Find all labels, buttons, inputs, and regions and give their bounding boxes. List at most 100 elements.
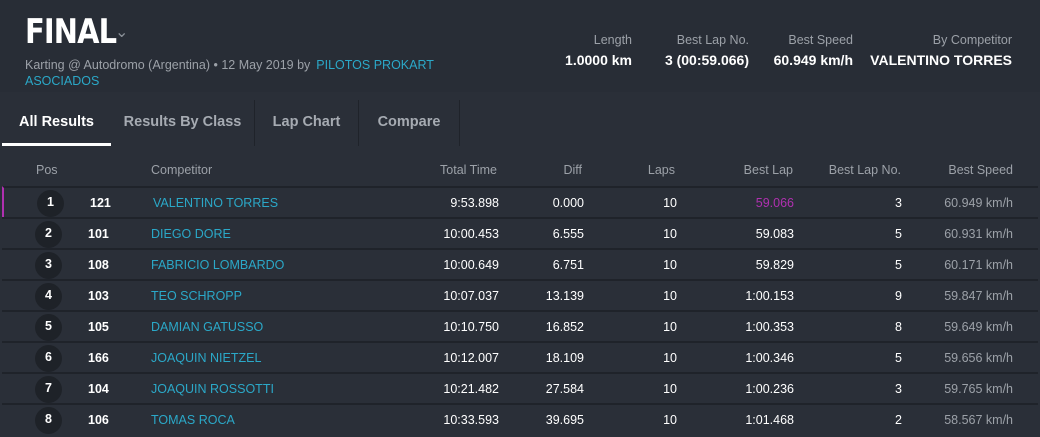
table-row[interactable]: 1 121 VALENTINO TORRES 9:53.898 0.000 10… [2, 186, 1038, 217]
col-diff[interactable]: Diff [563, 163, 582, 177]
stat-label: Best Lap No. [676, 33, 749, 47]
tab-all-results[interactable]: All Results [2, 100, 111, 146]
competitor-link[interactable]: JOAQUIN NIETZEL [151, 351, 262, 365]
laps: 10 [663, 258, 677, 272]
best-lap-no: 5 [895, 351, 902, 365]
stat-best-lap: Best Lap No. 3 (00:59.066) [665, 33, 749, 68]
best-lap: 59.829 [755, 258, 794, 272]
stat-best-speed: Best Speed 60.949 km/h [774, 33, 853, 68]
organizer-link[interactable]: PILOTOS PROKART ASOCIADOS [25, 58, 434, 88]
best-speed: 58.567 km/h [944, 413, 1013, 427]
total-time: 10:10.750 [443, 320, 499, 334]
competitor-link[interactable]: TOMAS ROCA [151, 413, 235, 427]
diff: 27.584 [545, 382, 584, 396]
laps: 10 [663, 196, 677, 210]
col-laps[interactable]: Laps [647, 163, 675, 177]
best-speed: 60.949 km/h [944, 196, 1013, 210]
col-pos[interactable]: Pos [36, 163, 58, 177]
best-lap: 1:00.153 [745, 289, 794, 303]
best-lap: 1:00.353 [745, 320, 794, 334]
stat-value: 60.949 km/h [773, 52, 853, 68]
diff: 6.751 [552, 258, 584, 272]
event-subtitle: Karting @ Autodromo (Argentina) • 12 May… [25, 57, 465, 89]
best-speed: 59.649 km/h [944, 320, 1013, 334]
total-time: 9:53.898 [450, 196, 499, 210]
tab-bar: All Results Results By Class Lap Chart C… [0, 100, 1040, 146]
event-header: FINAL ⌄ Karting @ Autodromo (Argentina) … [0, 0, 1040, 92]
best-lap-no: 5 [895, 258, 902, 272]
event-info: Karting @ Autodromo (Argentina) • 12 May… [25, 58, 311, 72]
col-best-lap-no[interactable]: Best Lap No. [828, 163, 901, 177]
position-badge: 7 [35, 376, 62, 403]
best-lap-no: 9 [895, 289, 902, 303]
best-lap: 1:00.236 [745, 382, 794, 396]
best-speed: 59.656 km/h [944, 351, 1013, 365]
stat-label: Best Speed [788, 33, 853, 47]
table-header: Pos Competitor Total Time Diff Laps Best… [0, 155, 1040, 186]
best-speed: 59.847 km/h [944, 289, 1013, 303]
position-badge: 1 [37, 190, 64, 217]
total-time: 10:00.453 [443, 227, 499, 241]
table-row[interactable]: 5 105 DAMIAN GATUSSO 10:10.750 16.852 10… [2, 310, 1038, 341]
competitor-link[interactable]: JOAQUIN ROSSOTTI [151, 382, 274, 396]
total-time: 10:07.037 [443, 289, 499, 303]
tab-lap-chart[interactable]: Lap Chart [255, 100, 359, 146]
diff: 16.852 [545, 320, 584, 334]
position-badge: 4 [35, 283, 62, 310]
laps: 10 [663, 351, 677, 365]
table-row[interactable]: 2 101 DIEGO DORE 10:00.453 6.555 10 59.0… [2, 217, 1038, 248]
session-title[interactable]: FINAL [25, 12, 117, 52]
diff: 0.000 [552, 196, 584, 210]
laps: 10 [663, 413, 677, 427]
stat-label: Length [593, 33, 632, 47]
diff: 39.695 [545, 413, 584, 427]
best-speed: 60.171 km/h [944, 258, 1013, 272]
table-row[interactable]: 8 106 TOMAS ROCA 10:33.593 39.695 10 1:0… [2, 403, 1038, 434]
total-time: 10:21.482 [443, 382, 499, 396]
laps: 10 [663, 289, 677, 303]
chevron-down-icon[interactable]: ⌄ [115, 24, 129, 41]
position-badge: 2 [35, 221, 62, 248]
competitor-link[interactable]: DAMIAN GATUSSO [151, 320, 264, 334]
total-time: 10:00.649 [443, 258, 499, 272]
laps: 10 [663, 320, 677, 334]
col-best-speed[interactable]: Best Speed [948, 163, 1013, 177]
competitor-link[interactable]: DIEGO DORE [151, 227, 231, 241]
col-competitor[interactable]: Competitor [151, 163, 213, 177]
best-lap: 59.066 [755, 196, 794, 210]
table-row[interactable]: 3 108 FABRICIO LOMBARDO 10:00.649 6.751 … [2, 248, 1038, 279]
best-lap-no: 3 [895, 382, 902, 396]
competitor-link[interactable]: VALENTINO TORRES [153, 196, 279, 210]
table-row[interactable]: 7 104 JOAQUIN ROSSOTTI 10:21.482 27.584 … [2, 372, 1038, 403]
competitor-link[interactable]: FABRICIO LOMBARDO [151, 258, 285, 272]
tab-compare[interactable]: Compare [359, 100, 460, 146]
best-lap-no: 8 [895, 320, 902, 334]
competitor-link[interactable]: TEO SCHROPP [151, 289, 242, 303]
table-row[interactable]: 6 166 JOAQUIN NIETZEL 10:12.007 18.109 1… [2, 341, 1038, 372]
best-lap: 59.083 [755, 227, 794, 241]
best-lap: 1:00.346 [745, 351, 794, 365]
diff: 18.109 [545, 351, 584, 365]
col-best-lap[interactable]: Best Lap [743, 163, 793, 177]
best-speed: 59.765 km/h [944, 382, 1013, 396]
best-lap-no: 3 [895, 196, 902, 210]
laps: 10 [663, 227, 677, 241]
kart-number: 104 [88, 382, 109, 396]
kart-number: 166 [88, 351, 109, 365]
total-time: 10:33.593 [443, 413, 499, 427]
diff: 13.139 [545, 289, 584, 303]
position-badge: 8 [35, 407, 62, 434]
kart-number: 101 [88, 227, 109, 241]
best-lap: 1:01.468 [745, 413, 794, 427]
col-total-time[interactable]: Total Time [440, 163, 497, 177]
total-time: 10:12.007 [443, 351, 499, 365]
table-row[interactable]: 4 103 TEO SCHROPP 10:07.037 13.139 10 1:… [2, 279, 1038, 310]
stat-by-competitor: By Competitor VALENTINO TORRES [870, 33, 1012, 68]
position-badge: 6 [35, 345, 62, 372]
tab-results-by-class[interactable]: Results By Class [111, 100, 255, 146]
stat-length: Length 1.0000 km [565, 33, 632, 68]
best-lap-no: 5 [895, 227, 902, 241]
stat-value: 3 (00:59.066) [664, 52, 749, 68]
diff: 6.555 [552, 227, 584, 241]
best-lap-no: 2 [895, 413, 902, 427]
